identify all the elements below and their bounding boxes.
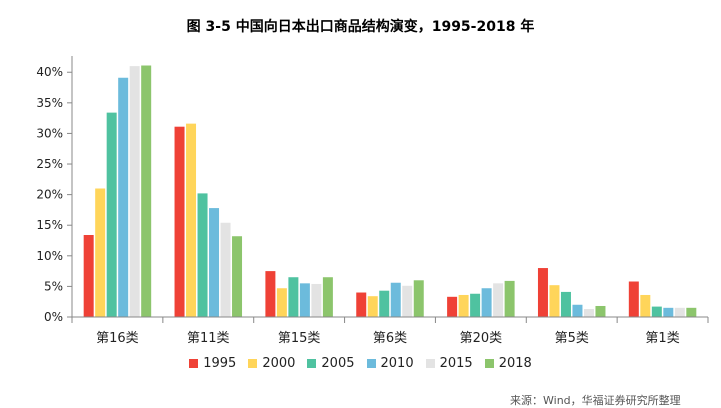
legend-swatch <box>189 359 199 368</box>
legend-label: 1995 <box>203 356 237 371</box>
y-axis: 0% 5% 10% 15% 20% 25% 30% 35% 40% <box>36 56 73 324</box>
legend-label: 2010 <box>380 356 414 371</box>
x-category-label: 第15类 <box>278 331 321 346</box>
bar-2010-6 <box>572 304 583 317</box>
y-tick-label: 25% <box>36 157 63 171</box>
bar-2015-7 <box>674 307 685 317</box>
bar-2018-3 <box>322 277 333 317</box>
bar-2015-3 <box>311 283 322 317</box>
bar-2005-4 <box>379 290 390 317</box>
bar-2005-3 <box>288 277 299 317</box>
bar-2018-1 <box>141 65 152 317</box>
bar-1995-1 <box>83 235 94 317</box>
legend: 1995 2000 2005 2010 2015 2018 <box>0 356 721 371</box>
bar-1995-5 <box>447 296 458 317</box>
bar-2018-7 <box>686 307 697 317</box>
y-tick-label: 5% <box>44 279 63 293</box>
bar-2018-6 <box>595 305 606 317</box>
y-tick-label: 20% <box>36 188 63 202</box>
y-tick-label: 30% <box>36 126 63 140</box>
x-category-label: 第16类 <box>96 331 139 346</box>
bars <box>83 65 697 317</box>
legend-label: 2018 <box>498 356 532 371</box>
bar-2005-2 <box>197 193 208 317</box>
bar-2000-4 <box>367 296 378 317</box>
x-category-label: 第1类 <box>645 331 679 346</box>
bar-2005-1 <box>106 112 117 317</box>
bar-1995-3 <box>265 271 276 317</box>
legend-item-1995: 1995 <box>189 356 236 371</box>
y-tick-label: 15% <box>36 218 63 232</box>
bar-2010-3 <box>299 283 310 317</box>
bar-2005-6 <box>560 291 571 317</box>
bar-2015-1 <box>129 66 140 317</box>
bar-2010-7 <box>663 307 674 317</box>
bar-1995-4 <box>356 292 367 317</box>
legend-item-2010: 2010 <box>366 356 414 371</box>
legend-swatch <box>366 359 376 368</box>
bar-2005-5 <box>470 293 481 317</box>
bar-2000-5 <box>458 294 469 317</box>
legend-item-2018: 2018 <box>484 356 532 371</box>
bar-2015-2 <box>220 222 231 317</box>
bar-2000-3 <box>276 288 287 317</box>
y-tick-label: 40% <box>36 65 63 79</box>
bar-1995-2 <box>174 126 185 317</box>
bar-2015-4 <box>402 285 413 317</box>
legend-item-2015: 2015 <box>425 356 473 371</box>
legend-swatch <box>307 359 317 368</box>
legend-label: 2015 <box>439 356 473 371</box>
bar-2015-6 <box>583 309 594 317</box>
x-category-label: 第20类 <box>460 331 503 346</box>
legend-item-2005: 2005 <box>307 356 355 371</box>
bar-2000-2 <box>186 123 197 317</box>
bar-2018-5 <box>504 280 515 317</box>
bar-2010-1 <box>118 77 129 317</box>
legend-label: 2000 <box>262 356 296 371</box>
y-tick-label: 0% <box>44 310 63 324</box>
bar-1995-7 <box>628 281 639 317</box>
legend-label: 2005 <box>321 356 355 371</box>
bar-1995-6 <box>537 268 548 317</box>
bar-2010-2 <box>209 208 220 317</box>
legend-item-2000: 2000 <box>248 356 295 371</box>
source-note: 来源：Wind，华福证券研究所整理 <box>510 394 681 407</box>
x-category-label: 第5类 <box>555 331 589 346</box>
y-tick-label: 35% <box>36 96 63 110</box>
chart-title: 图 3-5 中国向日本出口商品结构演变，1995-2018 年 <box>186 19 535 35</box>
x-axis: 第16类 第11类 第15类 第6类 第20类 第5类 第1类 <box>71 316 709 346</box>
x-category-label: 第11类 <box>187 331 230 346</box>
bar-2010-4 <box>390 282 401 317</box>
bar-2005-7 <box>651 306 662 317</box>
bar-2010-5 <box>481 288 492 317</box>
bar-2000-6 <box>549 285 560 317</box>
bar-2018-4 <box>413 280 424 317</box>
legend-swatch <box>425 359 435 368</box>
bar-2018-2 <box>232 236 243 317</box>
x-category-label: 第6类 <box>373 331 407 346</box>
legend-swatch <box>248 359 258 368</box>
y-tick-label: 10% <box>36 249 63 263</box>
legend-swatch <box>484 359 494 368</box>
bar-2000-1 <box>95 188 106 317</box>
bar-2015-5 <box>493 283 504 317</box>
bar-2000-7 <box>640 294 651 317</box>
